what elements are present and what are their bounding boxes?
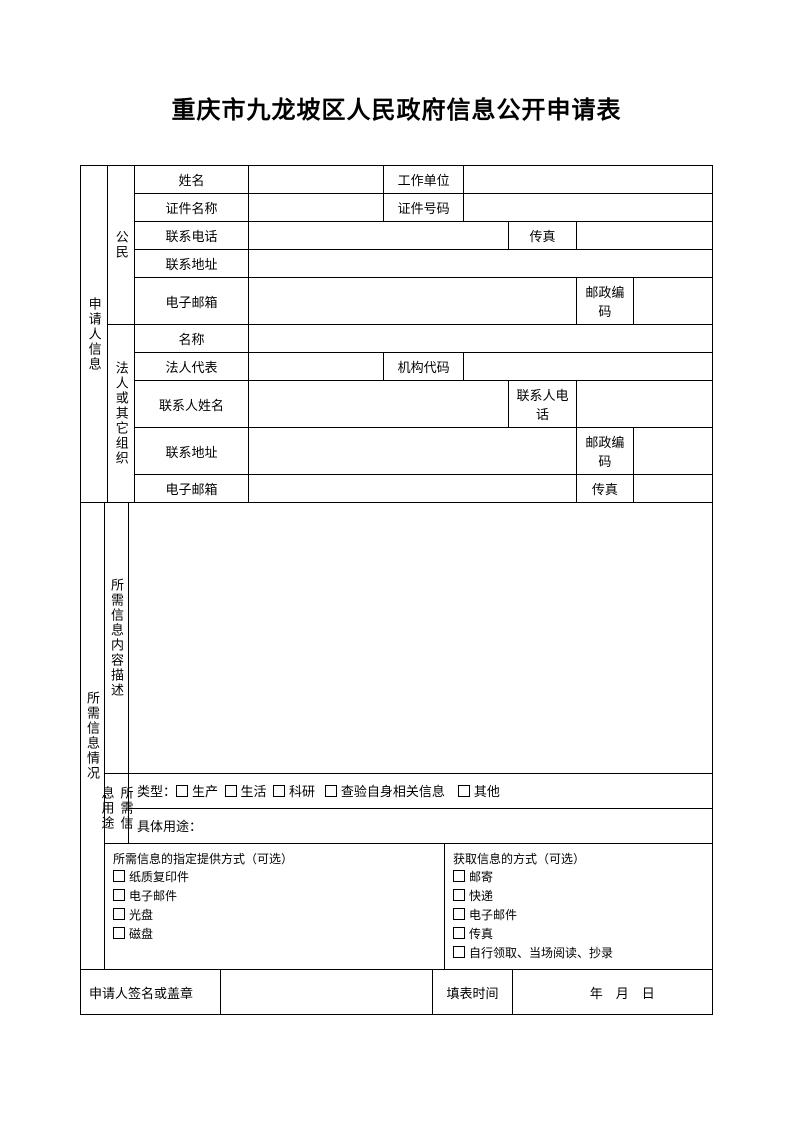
citizen-label: 公民	[108, 166, 135, 325]
input-id-name[interactable]	[248, 194, 384, 222]
input-phone[interactable]	[248, 222, 508, 250]
input-content-desc[interactable]	[129, 503, 713, 773]
field-work-unit: 工作单位	[384, 166, 463, 194]
obtain-method-title: 获取信息的方式（可选）	[453, 852, 585, 866]
input-address[interactable]	[248, 250, 712, 278]
field-address: 联系地址	[135, 250, 248, 278]
field-legal-rep: 法人代表	[135, 353, 248, 381]
input-org-name[interactable]	[248, 325, 712, 353]
usage-label: 所需信息用途	[105, 773, 129, 843]
input-org-postal[interactable]	[633, 428, 712, 475]
field-postal: 邮政编码	[577, 278, 634, 325]
input-org-fax[interactable]	[633, 475, 712, 503]
application-form-table: 申请人信息 公民 姓名 工作单位 证件名称 证件号码 联系电话 传真 联系地址 …	[80, 165, 713, 503]
field-contact-phone: 联系人电话	[509, 381, 577, 428]
input-org-email[interactable]	[248, 475, 576, 503]
input-org-code[interactable]	[463, 353, 712, 381]
field-email: 电子邮箱	[135, 278, 248, 325]
input-contact-name[interactable]	[248, 381, 508, 428]
field-name: 姓名	[135, 166, 248, 194]
obtain-method-cell[interactable]: 获取信息的方式（可选） 邮寄 快递 电子邮件 传真 自行领取、当场阅读、抄录	[445, 843, 713, 970]
input-id-number[interactable]	[463, 194, 712, 222]
input-contact-phone[interactable]	[577, 381, 713, 428]
input-signature[interactable]	[221, 970, 433, 1014]
field-org-address: 联系地址	[135, 428, 248, 475]
input-legal-rep[interactable]	[248, 353, 384, 381]
org-label: 法人或其它组织	[108, 325, 135, 503]
field-org-email: 电子邮箱	[135, 475, 248, 503]
field-fax: 传真	[509, 222, 577, 250]
field-org-fax: 传真	[577, 475, 634, 503]
field-org-name: 名称	[135, 325, 248, 353]
field-org-code: 机构代码	[384, 353, 463, 381]
section-info-request: 所需信息情况	[81, 503, 105, 970]
field-phone: 联系电话	[135, 222, 248, 250]
input-work-unit[interactable]	[463, 166, 712, 194]
specific-usage-label: 具体用途：	[137, 819, 202, 834]
field-id-name: 证件名称	[135, 194, 248, 222]
type-row[interactable]: 类型：生产 生活 科研 查验自身相关信息 其他	[129, 773, 713, 808]
input-name[interactable]	[248, 166, 384, 194]
footer-table: 申请人签名或盖章 填表时间 年 月 日	[80, 970, 713, 1015]
page-title: 重庆市九龙坡区人民政府信息公开申请表	[80, 90, 713, 125]
input-org-address[interactable]	[248, 428, 576, 475]
signature-label: 申请人签名或盖章	[81, 970, 221, 1014]
section-applicant-info: 申请人信息	[81, 166, 108, 503]
field-contact-name: 联系人姓名	[135, 381, 248, 428]
input-email[interactable]	[248, 278, 576, 325]
field-org-postal: 邮政编码	[577, 428, 634, 475]
input-fill-time[interactable]: 年 月 日	[513, 970, 713, 1014]
input-postal[interactable]	[633, 278, 712, 325]
type-label: 类型：	[137, 784, 176, 799]
fill-time-label: 填表时间	[433, 970, 513, 1014]
info-request-table: 所需信息情况 所需信息内容描述 所需信息用途 类型：生产 生活 科研 查验自身相…	[80, 503, 713, 970]
field-id-number: 证件号码	[384, 194, 463, 222]
content-desc-label: 所需信息内容描述	[105, 503, 129, 773]
provide-method-cell[interactable]: 所需信息的指定提供方式（可选） 纸质复印件 电子邮件 光盘 磁盘	[105, 843, 445, 970]
provide-method-title: 所需信息的指定提供方式（可选）	[113, 852, 293, 866]
input-fax[interactable]	[577, 222, 713, 250]
specific-usage-row[interactable]: 具体用途：	[129, 808, 713, 843]
